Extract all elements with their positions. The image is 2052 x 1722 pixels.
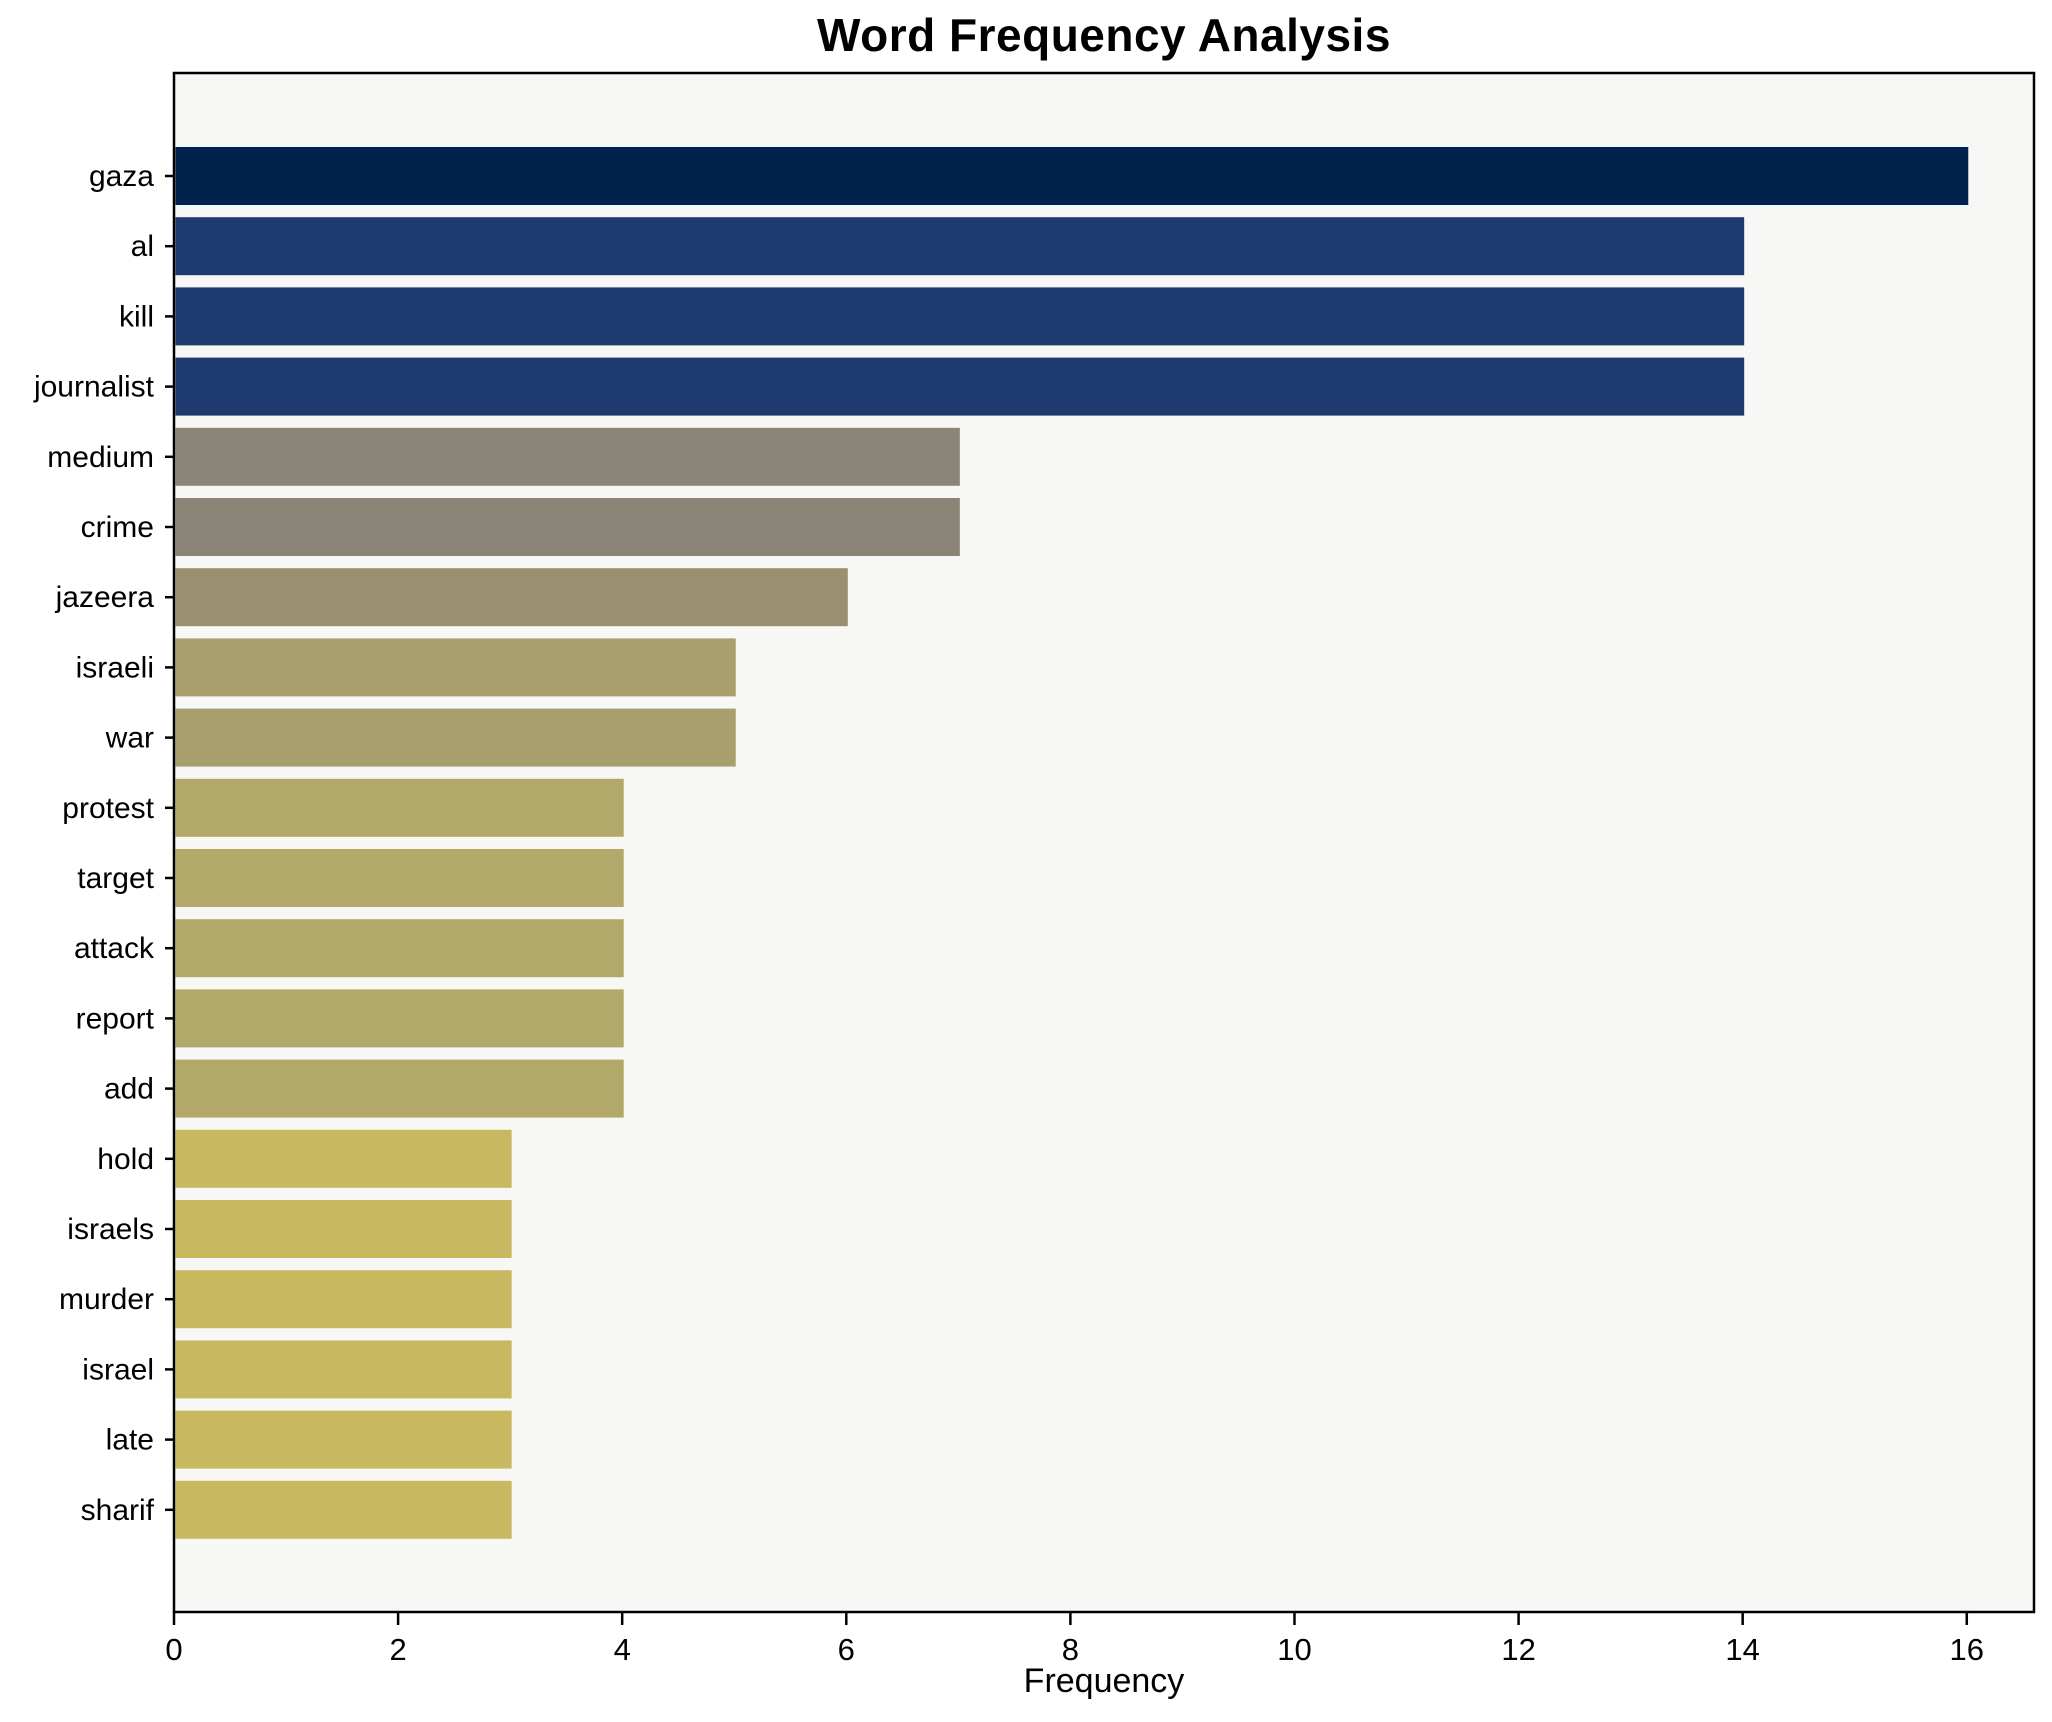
bar-hold: [175, 1129, 512, 1188]
x-tick-label-10: 10: [1277, 1632, 1311, 1667]
bar-add: [175, 1059, 624, 1118]
bar-jazeera: [175, 568, 848, 627]
x-tick-label-6: 6: [838, 1632, 855, 1667]
bar-crime: [175, 498, 960, 556]
bar-israeli: [175, 638, 736, 697]
x-tick-label-16: 16: [1950, 1632, 1984, 1667]
bar-war: [175, 708, 736, 767]
y-tick-label-war: war: [105, 722, 154, 755]
y-tick-label-gaza: gaza: [89, 160, 154, 193]
bar-kill: [175, 287, 1745, 346]
plot-frame: [172, 71, 2036, 1614]
y-tick-label-murder: murder: [59, 1283, 154, 1316]
y-tick-label-medium: medium: [47, 441, 154, 474]
y-tick-label-jazeera: jazeera: [55, 581, 155, 614]
y-tick-label-israeli: israeli: [76, 651, 154, 684]
bar-al: [175, 217, 1745, 276]
bar-murder: [175, 1270, 512, 1329]
x-tick-label-14: 14: [1725, 1632, 1759, 1667]
y-tick-label-add: add: [104, 1073, 154, 1106]
bar-target: [175, 849, 624, 907]
bar-attack: [175, 919, 624, 978]
bar-medium: [175, 427, 960, 486]
y-tick-label-late: late: [106, 1424, 154, 1457]
y-tick-label-israel: israel: [82, 1353, 154, 1386]
y-tick-label-attack: attack: [74, 932, 155, 965]
bar-late: [175, 1410, 512, 1469]
y-tick-label-report: report: [76, 1002, 155, 1035]
x-tick-label-4: 4: [614, 1632, 631, 1667]
bar-gaza: [175, 147, 1969, 205]
y-tick-label-kill: kill: [119, 300, 154, 333]
bar-israel: [175, 1340, 512, 1399]
bar-sharif: [175, 1480, 512, 1539]
x-tick-label-2: 2: [389, 1632, 406, 1667]
x-axis-label: Frequency: [1023, 1662, 1185, 1700]
chart-title: Word Frequency Analysis: [817, 9, 1391, 61]
bar-israels: [175, 1200, 512, 1258]
y-tick-label-crime: crime: [81, 511, 154, 544]
x-tick-label-12: 12: [1501, 1632, 1535, 1667]
y-tick-label-journalist: journalist: [33, 371, 155, 404]
y-tick-label-sharif: sharif: [81, 1494, 155, 1527]
y-tick-label-hold: hold: [97, 1143, 154, 1176]
y-tick-label-protest: protest: [62, 792, 154, 825]
x-tick-label-0: 0: [165, 1632, 182, 1667]
y-tick-label-target: target: [77, 862, 154, 895]
bar-journalist: [175, 357, 1745, 416]
y-tick-label-israels: israels: [67, 1213, 154, 1246]
x-tick-label-8: 8: [1062, 1632, 1079, 1667]
bar-protest: [175, 778, 624, 837]
bar-report: [175, 989, 624, 1048]
y-tick-label-al: al: [131, 230, 154, 263]
